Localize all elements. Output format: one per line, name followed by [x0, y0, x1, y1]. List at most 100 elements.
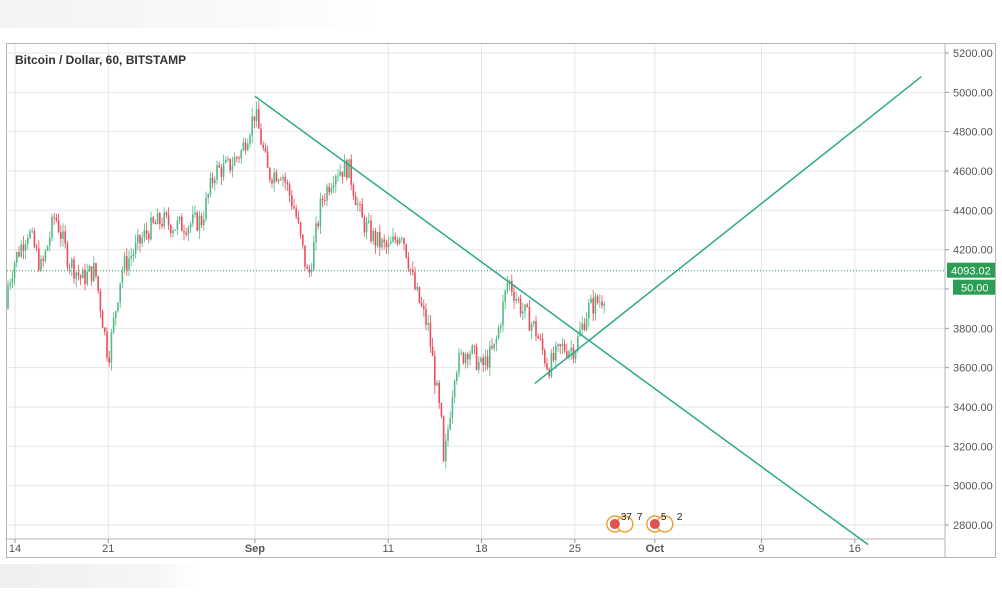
candle — [110, 329, 113, 371]
candle-body — [359, 203, 361, 205]
candle-body — [363, 217, 366, 233]
candle-body — [436, 382, 438, 386]
candle-body — [214, 179, 216, 184]
candle — [71, 257, 73, 277]
chart-frame[interactable] — [6, 43, 996, 558]
event-marker-count-b: 2 — [677, 512, 683, 523]
candle — [117, 301, 119, 313]
candle-body — [229, 158, 231, 171]
candle — [522, 302, 524, 321]
candle-body — [308, 268, 311, 273]
candle-body — [528, 306, 531, 331]
candle-body — [427, 322, 429, 325]
candle-body — [493, 343, 495, 349]
candle — [526, 302, 528, 308]
candle — [99, 288, 102, 319]
candle — [154, 219, 157, 225]
candle — [396, 236, 399, 246]
candle — [601, 295, 603, 309]
candle-body — [82, 269, 84, 279]
candle — [38, 240, 40, 273]
candle-body — [506, 283, 509, 291]
candle-body — [277, 179, 280, 182]
candle-body — [293, 206, 295, 209]
candle-body — [143, 230, 146, 238]
candle-body — [132, 253, 135, 257]
candle — [491, 337, 493, 351]
candle-body — [181, 216, 183, 232]
candle — [304, 245, 306, 271]
candle — [33, 227, 36, 249]
candle — [445, 433, 447, 469]
candle-body — [282, 177, 284, 180]
event-marker-count-a: 37 — [621, 512, 633, 523]
candle-body — [511, 280, 513, 292]
candle — [350, 154, 352, 191]
candle — [205, 191, 207, 222]
candle — [357, 197, 359, 212]
y-tick-label: 5000.00 — [953, 87, 993, 99]
candle-body — [121, 269, 124, 284]
candle — [79, 274, 82, 286]
candle-body — [398, 238, 401, 244]
candle-body — [475, 346, 478, 370]
candle — [24, 240, 27, 260]
candle — [337, 169, 339, 182]
candle — [273, 167, 275, 192]
candle — [493, 343, 495, 352]
candle-body — [339, 171, 341, 176]
y-tick-label: 3400.00 — [953, 402, 993, 414]
candle — [108, 350, 110, 367]
candle-body — [372, 230, 374, 242]
candle-body — [29, 231, 31, 238]
candle — [269, 166, 271, 183]
candle — [229, 158, 231, 174]
candle-body — [522, 311, 524, 314]
candle-body — [394, 236, 396, 241]
y-tick-label: 3200.00 — [953, 441, 993, 453]
candle — [599, 293, 601, 308]
candle-body — [211, 177, 214, 184]
candle — [128, 250, 130, 276]
candle-body — [209, 177, 212, 195]
candle-body — [57, 220, 60, 233]
candle — [225, 156, 227, 164]
candle — [594, 292, 597, 321]
candle — [451, 390, 454, 424]
candle-body — [40, 259, 42, 270]
candle-body — [447, 429, 449, 441]
candle — [544, 348, 546, 367]
candle — [552, 346, 555, 363]
candle-body — [361, 204, 363, 218]
candle-body — [220, 167, 223, 177]
candle-body — [486, 356, 489, 368]
candle — [427, 314, 429, 332]
chart-title: Bitcoin / Dollar, 60, BITSTAMP — [15, 53, 187, 67]
candle-body — [464, 354, 467, 364]
last-price-tag-label: 4093.02 — [951, 266, 991, 278]
candle-body — [541, 338, 544, 351]
candle-body — [337, 175, 339, 177]
candle — [260, 123, 262, 146]
candle — [326, 183, 328, 207]
candle-body — [438, 382, 440, 404]
blurred-header — [0, 0, 375, 28]
y-tick-label: 4800.00 — [953, 127, 993, 139]
candle-body — [515, 298, 517, 301]
candle — [504, 289, 506, 310]
candle — [119, 282, 121, 308]
candle — [165, 210, 168, 219]
candle — [502, 294, 504, 332]
candle — [214, 176, 216, 191]
candle-body — [236, 157, 238, 158]
candle — [561, 337, 564, 355]
candle — [581, 316, 583, 336]
candle-body — [568, 351, 570, 357]
candle-body — [90, 266, 93, 281]
candle-body — [346, 160, 348, 178]
candle-body — [401, 238, 403, 240]
candle-body — [99, 290, 102, 312]
candle — [471, 343, 473, 356]
candle-body — [418, 286, 421, 303]
